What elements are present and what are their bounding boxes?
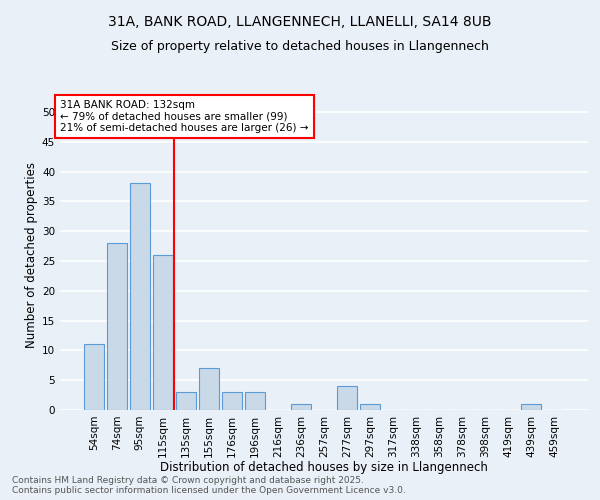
Y-axis label: Number of detached properties: Number of detached properties — [25, 162, 38, 348]
Text: 31A, BANK ROAD, LLANGENNECH, LLANELLI, SA14 8UB: 31A, BANK ROAD, LLANGENNECH, LLANELLI, S… — [108, 15, 492, 29]
Text: Contains HM Land Registry data © Crown copyright and database right 2025.
Contai: Contains HM Land Registry data © Crown c… — [12, 476, 406, 495]
Bar — [130, 184, 149, 410]
Bar — [107, 243, 127, 410]
Text: Size of property relative to detached houses in Llangennech: Size of property relative to detached ho… — [111, 40, 489, 53]
Bar — [360, 404, 380, 410]
Text: 31A BANK ROAD: 132sqm
← 79% of detached houses are smaller (99)
21% of semi-deta: 31A BANK ROAD: 132sqm ← 79% of detached … — [60, 100, 308, 133]
Bar — [222, 392, 242, 410]
X-axis label: Distribution of detached houses by size in Llangennech: Distribution of detached houses by size … — [160, 461, 488, 474]
Bar — [291, 404, 311, 410]
Bar — [176, 392, 196, 410]
Bar — [521, 404, 541, 410]
Bar — [84, 344, 104, 410]
Bar — [337, 386, 357, 410]
Bar — [153, 255, 173, 410]
Bar — [199, 368, 218, 410]
Bar — [245, 392, 265, 410]
